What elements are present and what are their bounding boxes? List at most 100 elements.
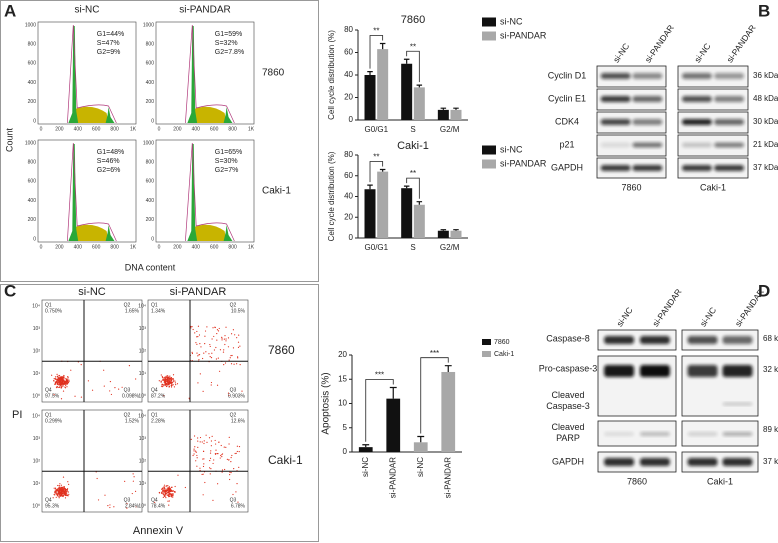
cell-line-label: Caki-1 bbox=[700, 182, 726, 192]
event-dot bbox=[197, 437, 199, 439]
quadrant-name: Q3 bbox=[230, 497, 237, 503]
event-dot bbox=[162, 384, 164, 386]
event-dot bbox=[208, 437, 211, 439]
phase-label: S=32% bbox=[215, 40, 238, 47]
event-dot bbox=[168, 486, 170, 488]
event-dot bbox=[202, 494, 204, 496]
event-dot bbox=[196, 454, 198, 457]
event-dot bbox=[132, 480, 134, 482]
event-dot bbox=[166, 377, 169, 379]
event-dot bbox=[160, 380, 162, 382]
event-dot bbox=[135, 506, 137, 508]
quadrant-value: 1.34% bbox=[151, 308, 166, 314]
event-dot bbox=[62, 493, 64, 495]
lane-label: si-PANDAR bbox=[650, 287, 683, 329]
event-dot bbox=[232, 493, 234, 496]
y-tick-label: 600 bbox=[28, 61, 37, 67]
quadrant-name: Q1 bbox=[45, 302, 52, 308]
event-dot bbox=[121, 386, 123, 388]
histogram-g1-peak bbox=[187, 144, 198, 241]
event-dot bbox=[53, 487, 55, 489]
event-dot bbox=[197, 355, 199, 357]
event-dot bbox=[224, 468, 226, 471]
event-dot bbox=[162, 492, 164, 494]
event-dot bbox=[231, 454, 233, 457]
y-tick-label: 600 bbox=[28, 179, 37, 185]
event-dot bbox=[193, 453, 195, 455]
event-dot bbox=[109, 504, 111, 506]
event-dot bbox=[200, 346, 202, 348]
event-dot bbox=[60, 484, 62, 486]
x-tick-label: 1K bbox=[130, 244, 137, 250]
event-dot bbox=[62, 476, 65, 478]
phase-label: S=30% bbox=[215, 158, 238, 165]
y-tick-label: 400 bbox=[146, 80, 155, 86]
event-dot bbox=[217, 453, 219, 455]
y-tick-label: 0 bbox=[349, 233, 354, 242]
event-dot bbox=[230, 461, 232, 463]
y-tick-label: 800 bbox=[28, 160, 37, 166]
event-dot bbox=[59, 385, 61, 387]
event-dot bbox=[57, 381, 59, 383]
column-header: si-NC bbox=[75, 5, 100, 16]
significance-bracket bbox=[420, 357, 449, 434]
event-dot bbox=[237, 346, 240, 348]
event-dot bbox=[74, 395, 76, 397]
blot-band bbox=[722, 402, 753, 406]
event-dot bbox=[166, 485, 168, 487]
event-dot bbox=[59, 386, 61, 389]
y-tick-label: 0 bbox=[349, 115, 354, 124]
x-tick-label: 400 bbox=[192, 126, 201, 132]
blot-band bbox=[600, 96, 631, 102]
event-dot bbox=[209, 345, 211, 348]
event-dot bbox=[230, 363, 233, 365]
event-dot bbox=[230, 333, 233, 335]
x-tick-label: 400 bbox=[192, 244, 201, 250]
event-dot bbox=[109, 390, 111, 392]
x-tick-label: 200 bbox=[55, 244, 64, 250]
event-dot bbox=[204, 335, 206, 337]
event-dot bbox=[223, 338, 226, 340]
blot-frame bbox=[597, 329, 677, 351]
event-dot bbox=[202, 465, 205, 468]
event-dot bbox=[54, 492, 56, 494]
blot-frame bbox=[596, 111, 667, 134]
event-dot bbox=[66, 386, 68, 388]
event-dot bbox=[170, 382, 172, 384]
y-tick-label: 20 bbox=[344, 212, 353, 221]
quadrant-value: 0.903% bbox=[228, 393, 246, 399]
event-dot bbox=[58, 487, 60, 490]
event-dot bbox=[213, 335, 215, 338]
blot-band bbox=[687, 336, 718, 344]
protein-label: Cleaved bbox=[551, 390, 584, 400]
event-dot bbox=[62, 488, 64, 490]
event-dot bbox=[62, 390, 65, 392]
event-dot bbox=[170, 385, 173, 387]
y-tick-label: 10⁰ bbox=[138, 393, 146, 399]
protein-label: Pro-caspase-3 bbox=[539, 363, 598, 373]
event-dot bbox=[230, 471, 232, 474]
event-dot bbox=[205, 434, 207, 436]
protein-label: GAPDH bbox=[552, 456, 584, 466]
event-dot bbox=[196, 343, 198, 345]
panel-letter: A bbox=[4, 1, 16, 20]
event-dot bbox=[161, 488, 163, 490]
x-tick-label: si-NC bbox=[361, 457, 370, 477]
event-dot bbox=[65, 490, 68, 493]
event-dot bbox=[217, 483, 219, 485]
protein-label: PARP bbox=[556, 433, 580, 443]
phase-label: G2=7.8% bbox=[215, 49, 244, 56]
event-dot bbox=[174, 491, 176, 493]
y-tick-label: 0 bbox=[33, 118, 36, 124]
event-dot bbox=[226, 458, 228, 461]
event-dot bbox=[199, 343, 201, 345]
event-dot bbox=[202, 390, 204, 392]
event-dot bbox=[163, 489, 165, 492]
event-dot bbox=[164, 493, 166, 495]
event-dot bbox=[198, 334, 201, 336]
quadrant-value: 2.84% bbox=[125, 503, 140, 509]
event-dot bbox=[216, 329, 219, 331]
event-dot bbox=[65, 384, 67, 387]
lane-label: si-PANDAR bbox=[643, 23, 676, 65]
